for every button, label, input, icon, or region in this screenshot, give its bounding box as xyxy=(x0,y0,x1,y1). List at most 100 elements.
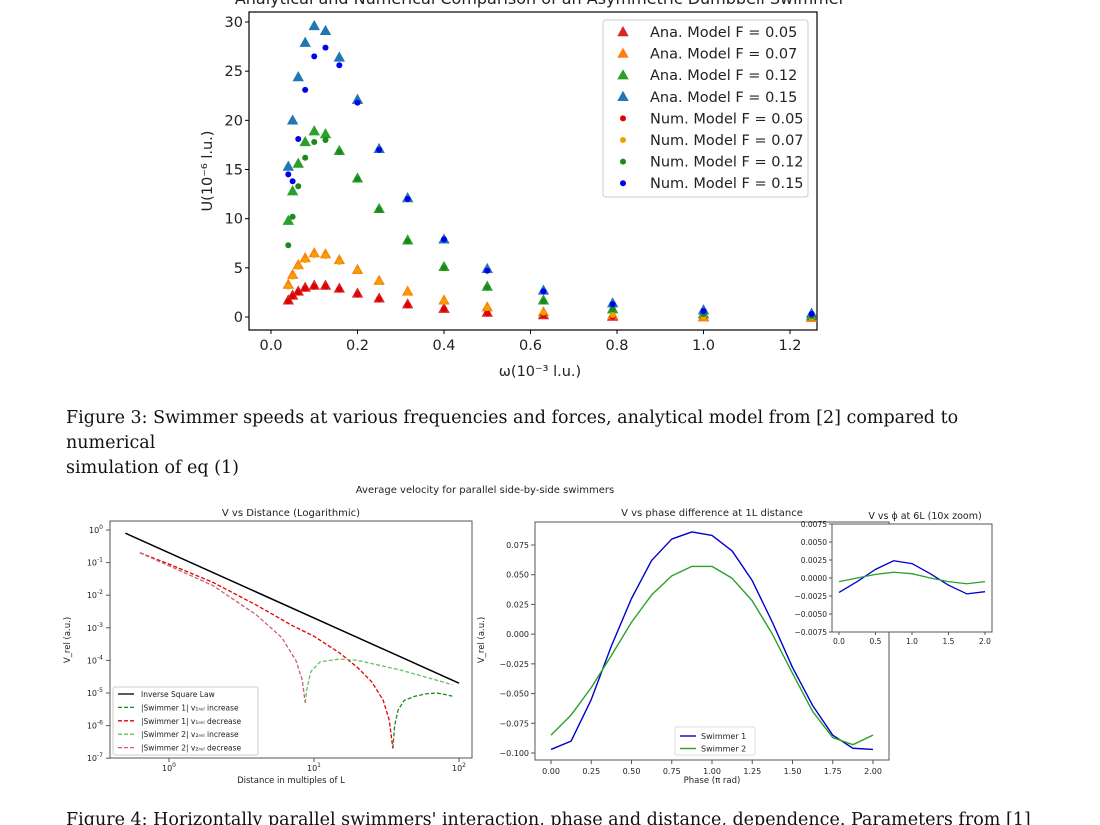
x-tick-label: 0.0 xyxy=(833,637,845,646)
legend-marker xyxy=(620,137,626,143)
num-point xyxy=(302,86,309,93)
num-point xyxy=(295,289,302,296)
num-point xyxy=(354,291,361,298)
legend-label: Ana. Model F = 0.15 xyxy=(650,90,797,106)
ana-point xyxy=(286,185,299,196)
num-point xyxy=(404,289,411,296)
subplot-title: V vs phase difference at 1L distance xyxy=(621,508,803,519)
num-point xyxy=(302,256,309,263)
num-point xyxy=(322,137,329,143)
num-point xyxy=(311,53,318,60)
num-point xyxy=(322,283,329,290)
x-tick-label: 0.2 xyxy=(346,338,369,354)
x-tick-exponent: 0 xyxy=(172,762,176,769)
x-tick-label: 1.25 xyxy=(743,767,761,776)
ana-point xyxy=(282,160,294,171)
legend-marker xyxy=(620,115,626,122)
x-tick-label: 1.00 xyxy=(703,767,721,776)
ana-point xyxy=(333,51,346,62)
y-tick-exponent: -2 xyxy=(97,589,103,596)
ana-point xyxy=(292,71,304,82)
y-tick-label: 10 xyxy=(225,212,243,228)
x-tick-label: 0.8 xyxy=(605,338,628,354)
num-point xyxy=(609,312,616,319)
x-tick-label: 0.25 xyxy=(582,767,600,776)
y-tick-label: 0.0025 xyxy=(801,556,827,565)
y-tick-exponent: -5 xyxy=(97,687,103,694)
legend-label: |Swimmer 1| v₁ᵣₑₗ increase xyxy=(141,703,239,712)
num-point xyxy=(540,298,547,305)
y-tick-label: 10-5 xyxy=(87,687,103,698)
num-point xyxy=(336,62,343,69)
y-tick-exponent: -3 xyxy=(97,622,103,629)
y-tick-label: 10-6 xyxy=(87,720,103,731)
num-point xyxy=(404,238,411,245)
x-tick-label: 1.75 xyxy=(824,767,842,776)
ana-point xyxy=(308,125,320,136)
x-tick-label: 0.4 xyxy=(432,338,455,354)
y-axis-label: V_rel (a.u.) xyxy=(477,617,487,663)
legend-label: Swimmer 1 xyxy=(701,732,746,741)
num-point xyxy=(484,284,491,291)
ana-point xyxy=(299,36,311,47)
y-tick-label: 25 xyxy=(225,64,243,80)
figure3-caption-line2: simulation of eq (1) xyxy=(66,458,239,478)
legend-label: Num. Model F = 0.15 xyxy=(650,176,804,192)
num-point xyxy=(441,298,447,305)
num-point xyxy=(295,183,302,190)
num-point xyxy=(336,148,343,155)
num-point xyxy=(404,302,411,309)
num-point xyxy=(376,206,383,213)
num-point xyxy=(285,171,292,178)
x-tick-label: 102 xyxy=(452,762,466,773)
num-point xyxy=(354,99,361,106)
y-tick-label: −0.100 xyxy=(499,749,529,758)
y-tick-label: −0.0050 xyxy=(794,610,827,619)
y-tick-exponent: -6 xyxy=(97,720,103,727)
legend-label: Inverse Square Law xyxy=(141,690,215,699)
ana-point xyxy=(286,114,299,125)
legend-label: Ana. Model F = 0.07 xyxy=(650,47,797,63)
y-tick-label: −0.0025 xyxy=(794,592,827,601)
num-point xyxy=(441,236,447,243)
num-point xyxy=(285,283,292,290)
x-tick-label: 2.00 xyxy=(864,767,882,776)
num-point xyxy=(484,267,491,274)
y-tick-label: 15 xyxy=(225,163,243,179)
num-point xyxy=(336,286,343,293)
y-tick-label: 10-3 xyxy=(87,622,103,633)
ana-point xyxy=(308,19,320,31)
num-point xyxy=(302,154,309,161)
num-point xyxy=(295,263,302,270)
y-tick-exponent: 0 xyxy=(99,524,103,531)
series-line xyxy=(550,531,874,751)
ana-point xyxy=(292,157,304,168)
legend-label: Num. Model F = 0.07 xyxy=(650,133,804,149)
series-line xyxy=(838,571,986,585)
x-tick-label: 1.50 xyxy=(784,767,802,776)
inset-label-backdrop xyxy=(792,524,832,636)
num-point xyxy=(540,288,547,295)
y-tick-label: 0.000 xyxy=(506,630,529,639)
num-point xyxy=(540,309,547,316)
num-point xyxy=(336,258,343,265)
chart-title: Analytical and Numerical Comparison of a… xyxy=(235,0,846,8)
legend-marker xyxy=(617,47,629,58)
y-tick-label: −0.025 xyxy=(499,660,529,669)
subplot-title: V vs Distance (Logarithmic) xyxy=(222,508,360,519)
figure4-suptitle: Average velocity for parallel side-by-si… xyxy=(356,485,614,496)
x-tick-exponent: 2 xyxy=(462,762,466,769)
y-tick-label: 0.025 xyxy=(506,600,529,609)
legend-box xyxy=(602,19,809,198)
series-line xyxy=(550,565,874,746)
legend-marker xyxy=(617,90,629,101)
x-tick-label: 101 xyxy=(307,762,321,773)
x-tick-label: 0.50 xyxy=(623,767,641,776)
y-tick-label: 10-1 xyxy=(87,557,103,568)
y-tick-exponent: -4 xyxy=(97,654,103,661)
x-tick-label: 0.00 xyxy=(542,767,560,776)
series-line xyxy=(139,552,306,703)
num-point xyxy=(311,252,318,259)
x-tick-label: 0.0 xyxy=(259,338,282,354)
